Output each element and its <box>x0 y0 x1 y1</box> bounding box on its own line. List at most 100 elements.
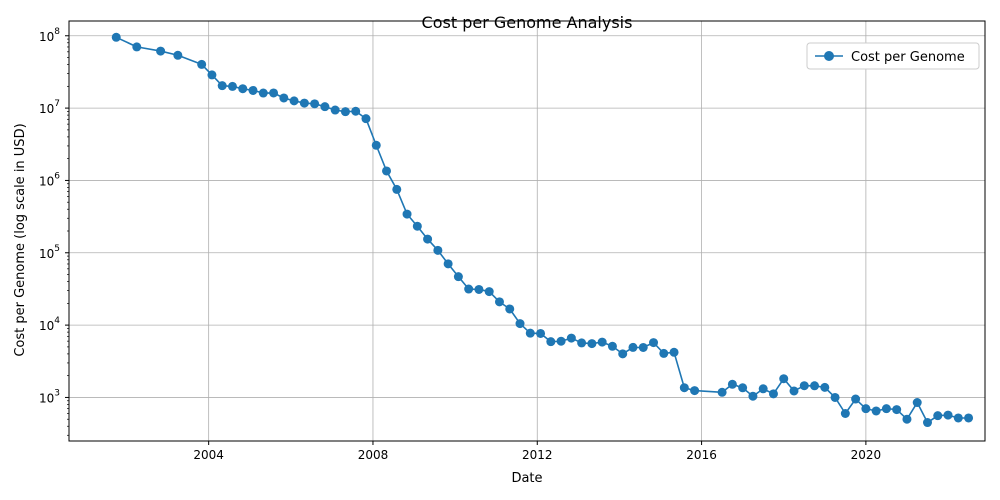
data-point <box>258 88 268 98</box>
data-point <box>197 59 207 69</box>
data-point <box>464 284 474 294</box>
data-point <box>269 88 279 98</box>
data-point <box>902 414 912 424</box>
data-point <box>912 398 922 408</box>
data-point <box>789 386 799 396</box>
data-point <box>443 259 453 269</box>
data-point <box>810 381 820 391</box>
data-point <box>320 102 330 112</box>
data-point <box>748 391 758 401</box>
data-point <box>474 284 484 294</box>
data-point <box>484 287 494 297</box>
data-point <box>943 410 953 420</box>
data-point <box>536 328 546 338</box>
data-point <box>679 383 689 393</box>
data-point <box>881 404 891 414</box>
data-point <box>669 347 679 357</box>
data-point <box>717 387 727 397</box>
y-axis-label: Cost per Genome (log scale in USD) <box>13 123 28 356</box>
data-point <box>799 381 809 391</box>
data-point <box>111 32 121 42</box>
data-point <box>279 93 289 103</box>
data-point <box>505 304 515 314</box>
x-axis-label: Date <box>511 471 542 486</box>
data-point <box>820 382 830 392</box>
data-point <box>289 96 299 106</box>
data-point <box>628 342 638 352</box>
data-point <box>577 338 587 348</box>
data-point <box>690 386 700 396</box>
data-point <box>299 98 309 108</box>
data-point <box>556 336 566 346</box>
data-point <box>768 389 778 399</box>
y-tick-label: 105 <box>39 244 60 261</box>
data-point <box>964 413 974 423</box>
data-point <box>861 404 871 414</box>
data-point <box>310 99 320 109</box>
y-tick-label: 104 <box>39 316 60 333</box>
x-tick-label: 2004 <box>193 448 224 462</box>
data-point <box>156 46 166 56</box>
data-point <box>412 221 422 231</box>
data-point <box>587 339 597 349</box>
data-point <box>217 81 227 91</box>
data-point <box>207 70 217 80</box>
data-point <box>922 418 932 428</box>
data-point <box>515 319 525 329</box>
data-point <box>649 338 659 348</box>
y-tick-label: 108 <box>39 27 60 44</box>
data-point <box>525 328 535 338</box>
data-point <box>758 384 768 394</box>
data-point <box>933 411 943 421</box>
data-point <box>953 413 963 423</box>
x-tick-label: 2012 <box>522 448 553 462</box>
data-point <box>248 85 258 95</box>
data-point <box>340 107 350 117</box>
data-point <box>423 234 433 244</box>
data-point <box>392 184 402 194</box>
y-tick-label: 107 <box>39 99 60 116</box>
data-point <box>238 84 248 94</box>
data-point <box>779 374 789 384</box>
y-tick-label: 106 <box>39 171 60 188</box>
data-point <box>132 42 142 52</box>
data-point <box>173 50 183 60</box>
series-layer <box>111 32 974 428</box>
legend: Cost per Genome <box>806 42 980 70</box>
data-point <box>851 394 861 404</box>
data-point <box>351 106 361 116</box>
ticks: 2004 2008 2012 2016 2020 103 104 105 106 107 108 <box>39 27 881 462</box>
data-point <box>453 272 463 282</box>
y-tick-label: 103 <box>39 388 60 405</box>
data-point <box>840 408 850 418</box>
grid <box>69 21 985 441</box>
x-tick-label: 2020 <box>851 448 882 462</box>
data-point <box>871 406 881 416</box>
data-point <box>371 140 381 150</box>
chart-title: Cost per Genome Analysis <box>422 13 633 32</box>
data-point <box>382 166 392 176</box>
data-point <box>402 209 412 219</box>
data-point <box>892 405 902 415</box>
legend-box <box>806 42 980 70</box>
legend-label: Cost per Genome <box>851 50 965 65</box>
x-tick-label: 2016 <box>686 448 717 462</box>
data-point <box>618 349 628 359</box>
data-point <box>546 337 556 347</box>
data-point <box>361 114 371 124</box>
data-point <box>330 105 340 115</box>
data-point <box>607 341 617 351</box>
data-point <box>433 245 443 255</box>
data-point <box>830 392 840 402</box>
data-point <box>638 342 648 352</box>
data-point <box>566 333 576 343</box>
data-point <box>738 383 748 393</box>
data-point <box>659 348 669 358</box>
data-point <box>727 379 737 389</box>
data-point <box>227 81 237 91</box>
data-point <box>494 297 504 307</box>
x-tick-label: 2008 <box>358 448 389 462</box>
data-point <box>597 337 607 347</box>
